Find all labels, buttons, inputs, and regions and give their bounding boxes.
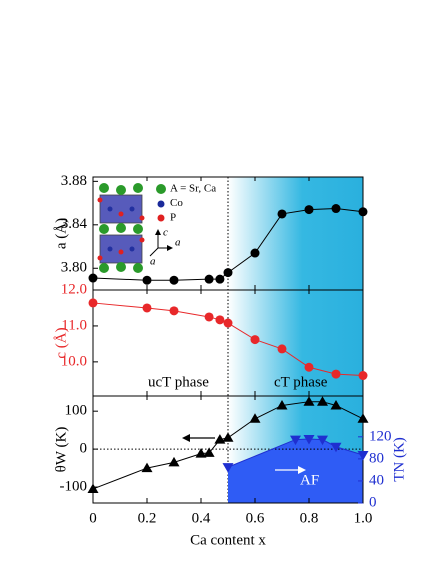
x-tick-label: 0 [89,510,97,526]
data-point [215,274,225,284]
data-point [88,273,98,283]
x-tick-label: 0.4 [192,510,211,526]
data-point [141,462,153,473]
y2-axis-label: TN (K) [391,437,407,482]
data-point [87,483,99,493]
data-point [222,463,234,473]
y-tick-label: 10.0 [61,353,87,369]
data-point [169,306,179,316]
annotation: ucT phase [148,374,209,390]
data-point [214,434,226,444]
series-line [227,438,364,468]
data-point [250,335,260,345]
y-tick-label: -100 [60,479,88,495]
legend-label: P [170,212,176,224]
y-tick-label: 3.84 [61,216,88,232]
y-tick-label: 12.0 [61,281,87,297]
structure-inset: c a a [97,183,181,273]
x-axis-label: Ca content x [190,532,266,548]
data-point [169,275,179,285]
data-point [203,447,215,457]
y2-tick-label: 80 [369,450,384,466]
data-point [330,399,342,410]
data-point [222,432,234,442]
legend-label: A = Sr, Ca [170,183,216,195]
svg-text:a: a [150,256,156,268]
legend-label: Co [170,197,183,209]
y-axis-label: c (Å) [53,327,69,358]
data-point [358,207,368,217]
svg-text:a: a [175,237,181,249]
data-point [317,435,328,446]
data-point [142,303,152,313]
data-point [215,315,225,325]
data-point [303,435,315,445]
data-point [223,318,233,328]
data-point [204,312,214,322]
y-tick-label: 0 [80,441,88,457]
y-tick-label: 11.0 [61,317,87,333]
x-tick-label: 0.2 [138,510,157,526]
data-point [358,371,368,381]
data-point [250,248,260,258]
data-point [290,435,301,446]
y-tick-label: 3.80 [61,260,87,276]
data-point [277,344,287,354]
data-point [276,399,288,410]
data-point [304,205,314,215]
data-point [331,204,341,214]
data-point [142,275,152,285]
y2-tick-label: 0 [369,494,377,510]
x-tick-label: 0.6 [246,510,265,526]
data-point [223,268,233,278]
x-tick-label: 0.8 [300,510,319,526]
svg-text:c: c [163,227,168,239]
plot-layer: 3.80 3.84 3.88 a (Å) A = Sr, Ca Co P 10.0 11.0 12… [53,173,407,549]
data-point [168,456,180,467]
y2-tick-label: 40 [369,472,384,488]
data-point [195,448,207,458]
data-point [357,451,369,461]
data-point [277,209,287,219]
y-axis-label: a (Å) [53,218,69,249]
annotation: cT phase [274,374,328,390]
data-point [88,298,98,308]
data-point [317,396,328,406]
y-tick-label: 3.88 [61,173,87,189]
data-point [357,413,369,423]
y2-tick-label: 120 [369,428,392,444]
x-tick-label: 1.0 [354,510,373,526]
area [228,439,363,503]
data-point [330,442,342,453]
y-tick-label: 100 [65,403,88,419]
data-point [303,396,315,406]
data-point [204,274,214,284]
data-point [331,369,341,379]
data-point [249,413,261,423]
y-axis-label: θW (K) [53,427,69,473]
annotation: AF [300,472,319,488]
arrows [182,434,306,474]
data-point [304,362,314,372]
